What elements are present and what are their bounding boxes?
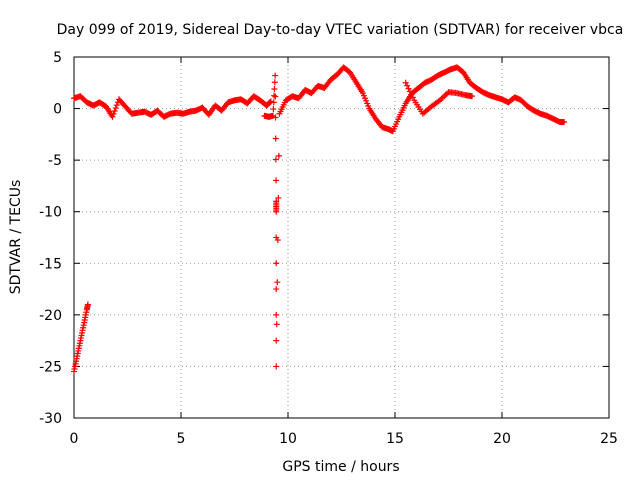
y-tick-label: -10 <box>39 205 62 221</box>
data-point <box>275 152 282 159</box>
x-tick-label: 20 <box>493 431 511 447</box>
data-point <box>255 95 262 102</box>
data-point <box>72 360 79 367</box>
data-points <box>71 64 568 375</box>
data-point <box>269 112 276 119</box>
data-point <box>409 94 416 101</box>
data-point <box>365 102 372 109</box>
x-tick-label: 0 <box>70 431 79 447</box>
data-point <box>270 99 277 106</box>
data-point <box>81 97 88 104</box>
data-point <box>273 363 280 370</box>
data-point <box>509 95 516 102</box>
data-point <box>275 194 282 201</box>
data-point <box>273 337 280 344</box>
data-point <box>272 135 279 142</box>
axis-ticks: 0 5 10 15 20 25 5 0 -5 -10 -15 -20 -25 -30 <box>39 50 618 447</box>
data-point <box>338 66 345 73</box>
data-point <box>273 177 280 184</box>
y-tick-label: -5 <box>48 153 62 169</box>
data-point <box>273 206 280 213</box>
data-point <box>271 92 278 99</box>
data-point <box>352 78 359 85</box>
data-point <box>358 88 365 95</box>
y-tick-label: -25 <box>39 359 62 375</box>
data-point <box>344 67 351 74</box>
data-point <box>325 79 332 86</box>
data-point <box>158 111 165 118</box>
plot-frame <box>73 56 610 419</box>
data-point <box>110 110 117 117</box>
x-tick-label: 15 <box>386 431 404 447</box>
data-point <box>120 101 127 108</box>
data-point <box>287 94 294 101</box>
data-point <box>439 94 446 101</box>
data-point <box>560 118 567 125</box>
data-point <box>467 93 474 100</box>
data-point <box>395 116 402 123</box>
x-tick-label: 10 <box>279 431 297 447</box>
data-point <box>203 109 210 116</box>
data-point <box>272 156 279 163</box>
data-point <box>271 79 278 86</box>
data-point <box>84 302 91 309</box>
data-point <box>272 72 279 79</box>
chart-title: Day 099 of 2019, Sidereal Day-to-day VTE… <box>57 22 624 38</box>
data-point <box>81 319 88 326</box>
data-point <box>100 102 107 109</box>
data-point <box>270 106 277 113</box>
data-point <box>458 67 465 74</box>
x-tick-label: 5 <box>177 431 186 447</box>
data-point <box>312 85 319 92</box>
data-point <box>332 73 339 80</box>
data-point <box>273 311 280 318</box>
data-point <box>444 90 451 97</box>
data-point <box>432 73 439 80</box>
data-point <box>126 108 133 115</box>
data-point <box>404 82 411 89</box>
data-point <box>271 85 278 92</box>
data-point <box>79 329 86 336</box>
data-point <box>471 83 478 90</box>
data-point <box>528 106 535 113</box>
data-point <box>112 105 119 112</box>
data-point <box>248 95 255 102</box>
y-tick-label: -15 <box>39 256 62 272</box>
data-point <box>299 89 306 96</box>
data-point <box>413 86 420 93</box>
data-point <box>371 114 378 121</box>
data-point <box>401 102 408 109</box>
y-tick-label: 0 <box>53 102 62 118</box>
data-point <box>272 114 279 121</box>
data-point <box>441 93 448 100</box>
data-point <box>111 107 118 114</box>
data-point <box>113 102 120 109</box>
data-point <box>274 237 281 244</box>
data-point <box>274 279 281 286</box>
data-point <box>222 102 229 109</box>
data-point <box>83 309 90 316</box>
x-axis-label: GPS time / hours <box>282 459 399 475</box>
y-axis-label: SDTVAR / TECUs <box>8 180 24 295</box>
y-tick-label: -30 <box>39 411 62 427</box>
y-tick-label: -20 <box>39 308 62 324</box>
x-tick-label: 25 <box>600 431 618 447</box>
data-point <box>402 79 409 86</box>
data-point <box>272 93 279 100</box>
data-point <box>273 286 280 293</box>
data-point <box>419 81 426 88</box>
y-tick-label: 5 <box>53 50 62 66</box>
data-point <box>477 87 484 94</box>
data-point <box>273 321 280 328</box>
grid-lines <box>74 57 609 418</box>
data-point <box>273 260 280 267</box>
data-point <box>522 101 529 108</box>
data-point <box>405 85 412 92</box>
data-point <box>76 340 83 347</box>
data-point <box>74 350 81 357</box>
data-point <box>377 121 384 128</box>
